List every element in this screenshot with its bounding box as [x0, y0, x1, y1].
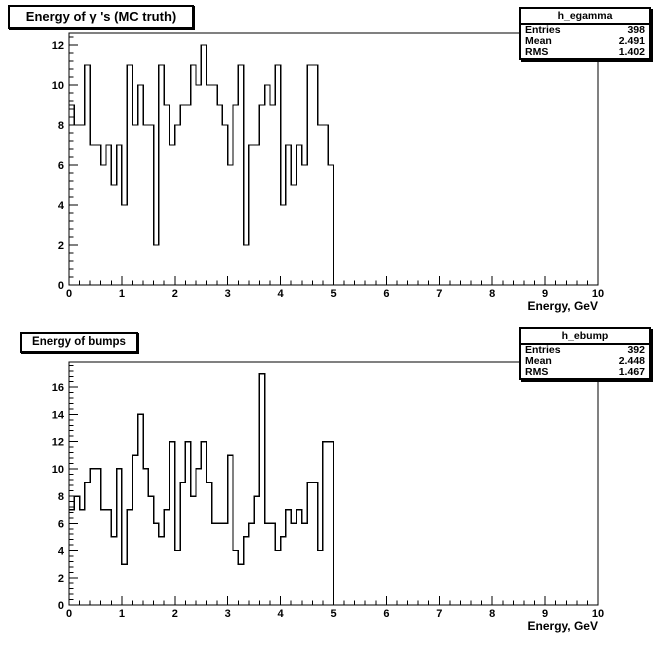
x-axis-tick-label: 7 — [436, 288, 442, 300]
stats-box-ebump: h_ebump Entries 392 Mean 2.448 RMS 1.467 — [519, 327, 651, 380]
x-axis-tick-label: 2 — [172, 608, 178, 620]
y-axis-tick-label: 8 — [58, 120, 64, 132]
x-axis-tick-label: 3 — [225, 288, 231, 300]
y-axis-tick-label: 10 — [52, 80, 64, 92]
x-axis-tick-label: 0 — [66, 288, 72, 300]
stats-entries-label: Entries — [525, 344, 561, 356]
x-axis-tick-label: 4 — [278, 608, 285, 620]
x-axis-tick-label: 1 — [119, 608, 125, 620]
y-axis-tick-label: 2 — [58, 240, 64, 252]
x-axis-tick-label: 5 — [330, 608, 336, 620]
top-plot-title: Energy of γ 's (MC truth) — [8, 5, 194, 29]
y-axis-tick-label: 16 — [52, 382, 64, 394]
y-axis-tick-label: 4 — [58, 546, 65, 558]
y-axis-tick-label: 2 — [58, 573, 64, 585]
stats-mean-label: Mean — [525, 355, 552, 367]
x-axis-tick-label: 7 — [436, 608, 442, 620]
stats-rms-label: RMS — [525, 46, 549, 58]
y-axis-tick-label: 0 — [58, 600, 64, 612]
x-axis-tick-label: 9 — [542, 288, 548, 300]
stats-mean-value: 2.491 — [618, 35, 645, 47]
x-axis-title: Energy, GeV — [528, 299, 598, 313]
x-axis-tick-label: 0 — [66, 608, 72, 620]
y-axis-tick-label: 12 — [52, 40, 64, 52]
stats-rms-label: RMS — [525, 366, 549, 378]
stats-histogram-name: h_egamma — [521, 9, 649, 25]
x-axis-tick-label: 10 — [592, 288, 604, 300]
x-axis-tick-label: 10 — [592, 608, 604, 620]
stats-entries-label: Entries — [525, 24, 561, 36]
x-axis-tick-label: 6 — [383, 608, 389, 620]
bottom-plot-title: Energy of bumps — [20, 332, 138, 353]
stats-entries-row: Entries 392 — [521, 345, 649, 356]
stats-entries-value: 392 — [627, 344, 645, 356]
stats-histogram-name: h_ebump — [521, 329, 649, 345]
stats-rms-value: 1.402 — [618, 46, 645, 58]
x-axis-tick-label: 9 — [542, 608, 548, 620]
x-axis-tick-label: 4 — [278, 288, 285, 300]
x-axis-tick-label: 3 — [225, 608, 231, 620]
y-axis-tick-label: 10 — [52, 464, 64, 476]
histogram-step-line — [68, 372, 598, 606]
x-axis-tick-label: 8 — [489, 288, 495, 300]
x-axis-tick-label: 6 — [383, 288, 389, 300]
stats-rms-row: RMS 1.402 — [521, 47, 649, 58]
stats-mean-label: Mean — [525, 35, 552, 47]
stats-box-egamma: h_egamma Entries 398 Mean 2.491 RMS 1.40… — [519, 7, 651, 60]
x-axis-tick-label: 8 — [489, 608, 495, 620]
x-axis-tick-label: 5 — [330, 288, 336, 300]
stats-mean-row: Mean 2.491 — [521, 36, 649, 47]
y-axis-tick-label: 4 — [58, 200, 65, 212]
y-axis-tick-label: 6 — [58, 518, 64, 530]
y-axis-tick-label: 0 — [58, 280, 64, 292]
stats-rms-value: 1.467 — [618, 366, 645, 378]
stats-entries-row: Entries 398 — [521, 25, 649, 36]
y-axis-tick-label: 14 — [52, 409, 65, 421]
y-axis-tick-label: 8 — [58, 491, 64, 503]
y-axis-tick-label: 12 — [52, 437, 64, 449]
stats-mean-row: Mean 2.448 — [521, 356, 649, 367]
histogram-step-line — [68, 44, 598, 286]
stats-rms-row: RMS 1.467 — [521, 367, 649, 378]
y-axis-tick-label: 6 — [58, 160, 64, 172]
stats-entries-value: 398 — [627, 24, 645, 36]
stats-mean-value: 2.448 — [618, 355, 645, 367]
x-axis-tick-label: 1 — [119, 288, 125, 300]
x-axis-tick-label: 2 — [172, 288, 178, 300]
x-axis-title: Energy, GeV — [528, 619, 598, 633]
